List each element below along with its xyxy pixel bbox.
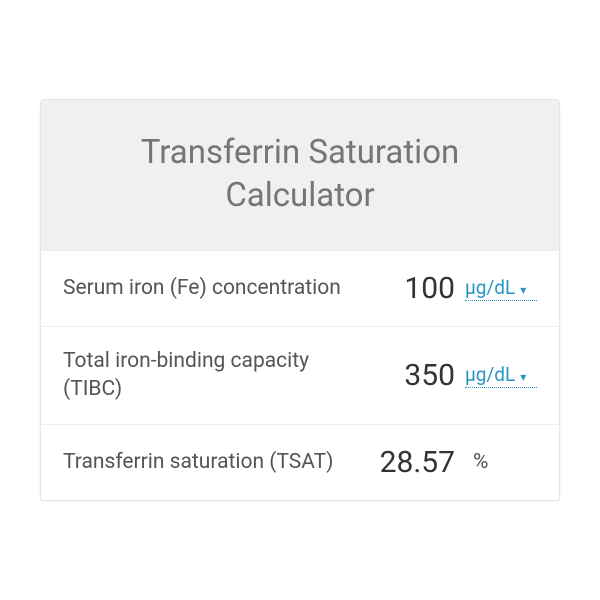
unit-text: μg/dL <box>465 276 515 299</box>
unit-select-tibc[interactable]: μg/dL ▾ <box>465 363 537 388</box>
unit-text: μg/dL <box>465 363 515 386</box>
calculator-card: Transferrin Saturation Calculator Serum … <box>40 99 560 500</box>
row-tibc: Total iron-binding capacity (TIBC) 350 μ… <box>41 326 559 424</box>
value-tsat: 28.57 <box>375 445 465 480</box>
chevron-down-icon: ▾ <box>520 370 526 384</box>
card-header: Transferrin Saturation Calculator <box>41 100 559 250</box>
label-serum-iron: Serum iron (Fe) concentration <box>63 274 375 302</box>
page-title: Transferrin Saturation Calculator <box>65 132 535 218</box>
label-tsat: Transferrin saturation (TSAT) <box>63 448 375 476</box>
value-tibc[interactable]: 350 <box>375 358 465 393</box>
row-serum-iron: Serum iron (Fe) concentration 100 μg/dL … <box>41 250 559 326</box>
unit-tsat: % <box>465 450 537 474</box>
unit-select-serum-iron[interactable]: μg/dL ▾ <box>465 276 537 301</box>
chevron-down-icon: ▾ <box>520 283 526 297</box>
value-serum-iron[interactable]: 100 <box>375 271 465 306</box>
row-tsat: Transferrin saturation (TSAT) 28.57 % <box>41 424 559 500</box>
label-tibc: Total iron-binding capacity (TIBC) <box>63 347 375 404</box>
